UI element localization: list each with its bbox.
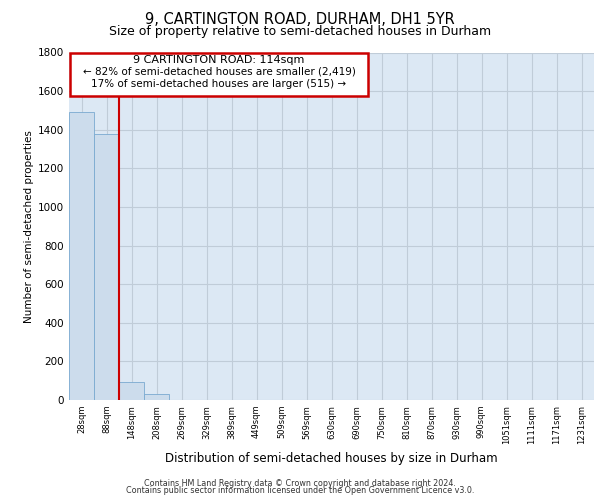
Y-axis label: Number of semi-detached properties: Number of semi-detached properties (24, 130, 34, 322)
X-axis label: Distribution of semi-detached houses by size in Durham: Distribution of semi-detached houses by … (165, 452, 498, 465)
Text: Contains public sector information licensed under the Open Government Licence v3: Contains public sector information licen… (126, 486, 474, 495)
Bar (119, 382, 144, 400)
Bar (144, 394, 169, 400)
Bar (70, 52, 368, 96)
Bar (69, 112, 94, 400)
Text: Contains HM Land Registry data © Crown copyright and database right 2024.: Contains HM Land Registry data © Crown c… (144, 478, 456, 488)
Text: Size of property relative to semi-detached houses in Durham: Size of property relative to semi-detach… (109, 25, 491, 38)
Text: ← 82% of semi-detached houses are smaller (2,419): ← 82% of semi-detached houses are smalle… (83, 67, 355, 77)
Text: 17% of semi-detached houses are larger (515) →: 17% of semi-detached houses are larger (… (91, 79, 347, 89)
Bar (94, 134, 119, 400)
Text: 9, CARTINGTON ROAD, DURHAM, DH1 5YR: 9, CARTINGTON ROAD, DURHAM, DH1 5YR (145, 12, 455, 28)
Text: 9 CARTINGTON ROAD: 114sqm: 9 CARTINGTON ROAD: 114sqm (133, 55, 305, 65)
